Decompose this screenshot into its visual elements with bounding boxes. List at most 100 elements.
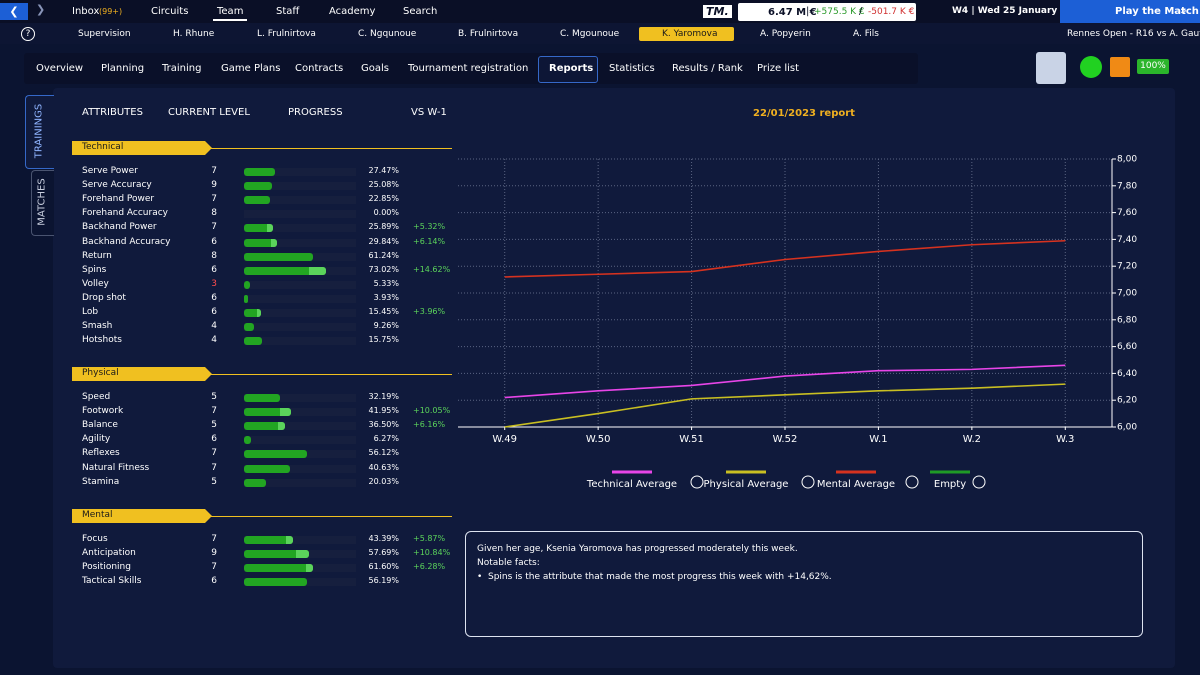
player-tab[interactable]: B. Frulnirtova [458,29,519,39]
player-tab[interactable]: C. Ngqunoue [358,29,417,39]
separator: | [806,6,810,17]
progress-bar [244,182,273,191]
chart-title: 22/01/2023 report [753,108,855,119]
progress-gain [267,224,273,233]
play-button[interactable] [1060,0,1200,23]
attribute-level: 6 [211,434,217,445]
attribute-level: 8 [211,250,217,261]
tab[interactable]: Statistics [609,63,655,74]
player-tab[interactable]: A. Popyerin [760,29,811,39]
nav-item[interactable]: Team [217,6,244,17]
player-tab[interactable]: A. Fils [853,29,879,39]
progress-value: 0.00% [373,208,399,218]
player-tab[interactable]: C. Mgounoue [560,29,620,39]
tab-bar [24,53,918,84]
progress-bar [244,224,273,233]
x-tick-label: W.51 [679,434,704,445]
progress-value: 73.02% [368,264,399,274]
legend-label: Physical Average [704,479,789,490]
nav-item[interactable]: Inbox [72,6,100,17]
forward-button[interactable]: ❯ [36,3,46,16]
progress-value: 29.84% [368,236,399,246]
y-tick-label: 7,40 [1117,235,1137,245]
nav-item[interactable]: Staff [276,6,300,17]
progress-bar [244,323,255,332]
group-header: Physical [82,368,119,378]
help-button[interactable]: ? [21,27,35,41]
tab[interactable]: Contracts [295,63,344,74]
progress-change: +6.14% [413,236,446,246]
legend-label: Mental Average [817,479,895,490]
progress-bar [244,309,262,317]
legend-label: Technical Average [586,479,677,490]
x-tick-label: W.1 [869,434,887,445]
tab[interactable]: Results / Rank [672,63,743,74]
tab[interactable]: Planning [101,63,145,74]
progress-bar [244,266,326,275]
match-info: Rennes Open - R16 vs A. Gautier [1067,29,1200,39]
mood-icon [1080,56,1102,78]
progress-bar [244,478,267,487]
progress-value: 56.19% [368,576,399,586]
nav-item[interactable]: Circuits [151,6,189,17]
progress-gain [256,309,262,317]
progress-value: 40.63% [368,462,399,472]
attribute-name: Forehand Accuracy [82,208,168,219]
main-panel [53,88,1175,668]
attribute-name: Speed [82,392,111,402]
back-button[interactable]: ❮ [0,3,28,20]
tab[interactable]: Training [162,63,202,74]
tab[interactable]: Game Plans [221,63,281,74]
column-header: PROGRESS [288,107,343,118]
tab[interactable]: Overview [36,63,84,74]
attribute-level: 5 [211,420,217,431]
attribute-name: Serve Power [82,166,138,176]
progress-value: 15.75% [368,335,399,345]
progress-bar [244,464,290,473]
edit-icon[interactable] [801,475,815,489]
progress-value: 32.19% [368,392,399,401]
progress-bar [244,238,278,247]
progress-gain [305,564,313,573]
player-tab[interactable]: Supervision [78,29,131,39]
attribute-level: 4 [211,335,217,346]
tab[interactable]: Goals [361,63,389,74]
column-header: ATTRIBUTES [82,107,143,118]
attribute-level: 6 [211,264,217,275]
trend-icon [1110,57,1130,77]
player-tab[interactable]: H. Rhune [173,29,215,39]
side-tab-active[interactable] [25,95,54,169]
progress-change: +5.32% [413,222,446,232]
progress-track [244,309,356,317]
y-tick-label: 7,60 [1117,208,1137,218]
separator: / [859,6,863,17]
progress-bar [244,252,313,261]
tab[interactable]: Tournament registration [408,63,529,74]
report-box [465,531,1143,637]
progress-value: 20.03% [368,476,399,486]
group-header: Technical [82,142,124,152]
nav-badge: (99+) [99,7,123,16]
nav-item[interactable]: Search [403,6,438,17]
side-tab[interactable] [31,170,54,236]
edit-icon[interactable] [905,475,919,489]
progress-value: 6.27% [373,434,399,444]
nav-item[interactable]: Academy [329,6,376,17]
attribute-level: 7 [211,448,217,459]
tab[interactable]: Prize list [757,63,800,74]
progress-track [244,536,356,544]
player-tab[interactable]: L. Frulnirtova [257,29,316,39]
edit-icon[interactable] [972,475,986,489]
attribute-level: 8 [211,208,217,219]
progress-bar [244,168,275,176]
tab[interactable]: Reports [549,63,594,74]
play-button-label[interactable]: Play the Match [1115,6,1199,17]
progress-track [244,196,356,205]
attribute-name: Tactical Skills [82,576,142,587]
progress-track [244,210,356,219]
edit-icon[interactable] [690,475,704,489]
y-tick-label: 7,00 [1117,289,1137,299]
player-bar [0,23,1200,44]
bullet-dot: • [477,572,483,582]
player-tab[interactable]: K. Yaromova [662,29,718,39]
